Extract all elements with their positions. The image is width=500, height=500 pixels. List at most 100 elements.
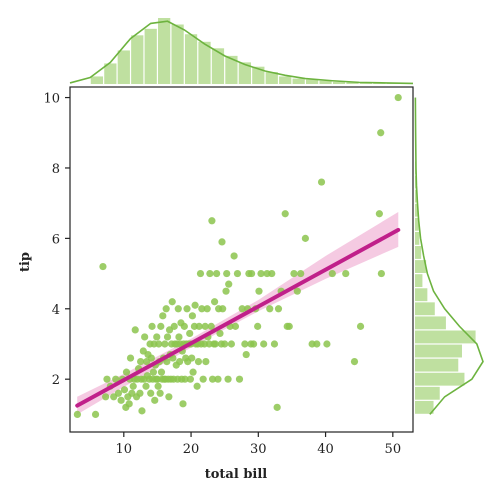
scatter-point [151, 396, 159, 404]
scatter-point [99, 262, 107, 271]
marginal-y-bar [415, 358, 459, 372]
scatter-point [273, 403, 281, 411]
scatter-point [156, 389, 164, 397]
scatter-point [216, 329, 224, 338]
marginal-x-bar [90, 76, 104, 84]
scatter-point [356, 322, 365, 330]
scatter-point [188, 354, 196, 362]
scatter-point [201, 322, 209, 330]
marginal-x-bar [265, 72, 278, 84]
scatter-point [301, 234, 309, 242]
scatter-point [247, 269, 256, 278]
marginal-y-bar [415, 386, 440, 400]
scatter-point [230, 252, 238, 260]
scatter-point [214, 375, 222, 383]
marginal-y-bar [415, 288, 428, 302]
marginal-y-bar [415, 372, 465, 386]
scatter-point [227, 340, 236, 348]
scatter-point [149, 368, 157, 376]
marginal-y-kde-line [414, 97, 484, 415]
scatter-point [250, 340, 258, 348]
marginal-y-bar [415, 302, 435, 316]
scatter-point [317, 178, 326, 186]
scatter-point [122, 368, 131, 376]
scatter-point [176, 357, 184, 366]
marginal-x-bar [332, 81, 346, 84]
marginal-x-bar [319, 80, 332, 84]
scatter-point [148, 322, 156, 330]
scatter-point [290, 269, 298, 278]
scatter-point [102, 393, 110, 401]
marginal-y-bar [415, 246, 422, 259]
scatter-points [73, 93, 402, 418]
x-tick-label: 40 [317, 442, 334, 457]
marginal-y-bar [415, 203, 419, 217]
marginal-x-bar [198, 41, 211, 84]
scatter-point [375, 210, 383, 218]
scatter-point [242, 350, 250, 359]
marginal-y-bar [415, 400, 434, 414]
marginal-x-bar [184, 34, 198, 84]
scatter-point [181, 375, 189, 383]
scatter-point [297, 269, 305, 278]
scatter-point [223, 269, 231, 278]
scatter-point [233, 269, 242, 278]
marginal-x-bar [359, 82, 373, 84]
scatter-point [170, 322, 178, 330]
marginal-x-bar [131, 35, 144, 84]
scatter-point [129, 382, 137, 390]
scatter-point [126, 354, 135, 362]
scatter-point [241, 340, 249, 348]
scatter-point [186, 329, 194, 338]
scatter-point [198, 305, 206, 313]
x-tick-label: 20 [183, 442, 200, 457]
scatter-point [342, 269, 350, 278]
scatter-point [162, 305, 170, 313]
scatter-point [195, 322, 203, 330]
scatter-point [218, 238, 226, 246]
scatter-point [153, 333, 161, 341]
scatter-point [268, 269, 276, 278]
marginal-x-bar [225, 55, 238, 84]
scatter-point [175, 333, 183, 341]
marginal-x-bar [144, 28, 157, 84]
scatter-point [394, 93, 402, 102]
scatter-point [377, 129, 385, 137]
scatter-point [231, 322, 240, 330]
scatter-point [131, 326, 139, 334]
scatter-point [154, 382, 162, 390]
marginal-x-bar [211, 48, 225, 84]
scatter-point [165, 393, 173, 401]
marginal-y-bar [415, 260, 427, 273]
y-tick-label: 10 [43, 92, 60, 107]
scatter-point [206, 269, 214, 278]
scatter-point [238, 305, 246, 313]
scatter-point [235, 375, 244, 383]
confidence-band-layer [77, 211, 399, 415]
scatter-point [112, 375, 120, 383]
plot-frame [69, 86, 414, 433]
y-axis-label: tip [18, 252, 33, 272]
scatter-point [157, 368, 166, 376]
scatter-point [188, 312, 197, 320]
scatter-point [202, 357, 210, 366]
regression-layer [75, 227, 401, 408]
scatter-point [219, 305, 227, 313]
marginal-y-bar [415, 217, 419, 231]
scatter-point [293, 287, 301, 295]
scatter-point [142, 382, 150, 390]
confidence-band [77, 211, 399, 415]
scatter-point [196, 269, 205, 278]
scatter-point [120, 386, 129, 394]
y-tick-label: 4 [52, 303, 60, 318]
scatter-point [224, 375, 232, 383]
marginal-x-kde-line [69, 20, 414, 85]
x-axis-label: total bill [205, 467, 268, 482]
marginal-y-bar [415, 316, 446, 330]
scatter-point [207, 322, 215, 330]
marginal-y-bar [415, 330, 476, 344]
scatter-point [270, 340, 279, 348]
marginal-x-bar [158, 18, 171, 84]
marginal-x-bar [279, 76, 292, 84]
scatter-point [189, 368, 197, 376]
